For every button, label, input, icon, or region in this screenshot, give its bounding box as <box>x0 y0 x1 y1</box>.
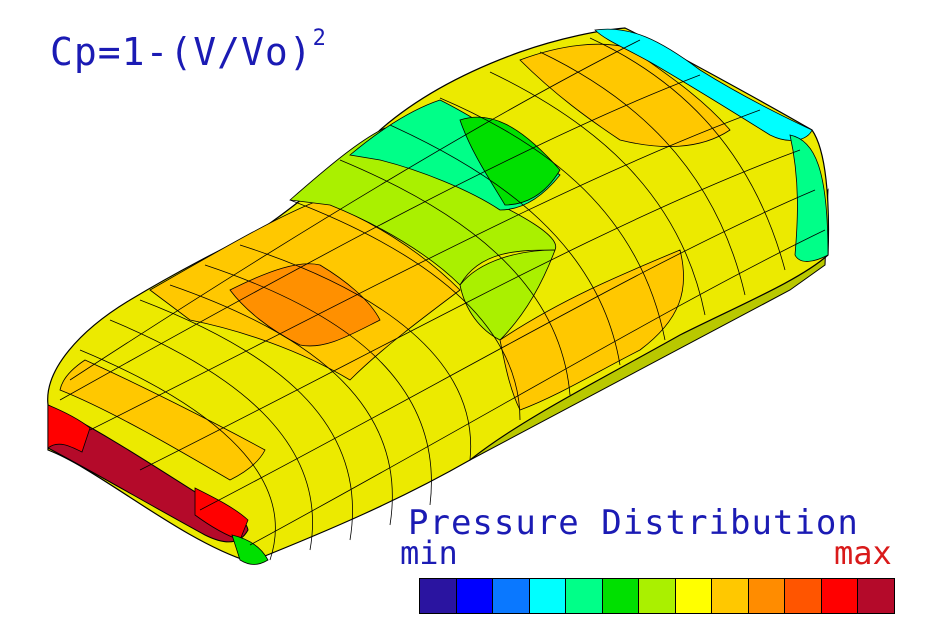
scale-swatch <box>639 579 676 613</box>
scale-swatch <box>785 579 822 613</box>
legend-min-label: min <box>400 534 458 572</box>
scale-swatch <box>529 579 567 613</box>
scale-swatch <box>566 579 603 613</box>
formula-exponent: 2 <box>312 26 327 52</box>
legend-max-label: max <box>834 534 892 572</box>
nose-corner-green <box>231 534 269 565</box>
scale-swatch <box>420 579 457 613</box>
nose-red-left <box>47 404 91 453</box>
scale-swatch <box>602 579 640 613</box>
side-green-strip <box>459 249 556 341</box>
formula-base: Cp=1-(V/Vo) <box>50 30 313 74</box>
scale-swatch <box>675 579 713 613</box>
scale-swatch <box>821 579 859 613</box>
rear-edge-cyan <box>594 28 813 141</box>
roof-dark-green <box>459 116 561 206</box>
scale-swatch <box>858 579 894 613</box>
color-scale-bar <box>419 578 895 614</box>
scale-swatch <box>493 579 530 613</box>
front-orange-band <box>59 359 266 481</box>
legend-title: Pressure Distribution <box>408 503 859 543</box>
mesh-lines <box>59 37 826 561</box>
pressure-coefficient-formula: Cp=1-(V/Vo)2 <box>50 26 327 74</box>
hood-hot-spot <box>229 263 381 347</box>
scale-swatch <box>456 579 494 613</box>
scale-swatch <box>748 579 786 613</box>
rear-end-green <box>789 134 829 262</box>
side-orange-zone <box>499 249 684 411</box>
scale-swatch <box>712 579 749 613</box>
